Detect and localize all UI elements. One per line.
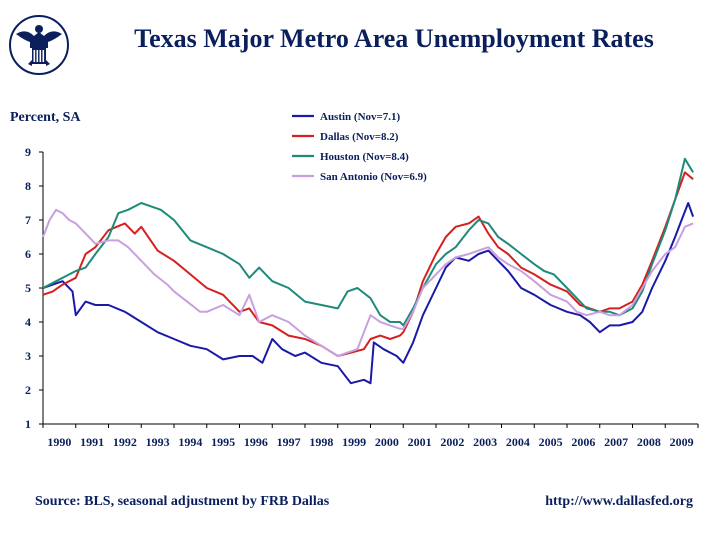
x-tick-label: 1992 (113, 435, 137, 449)
legend-label-1: Dallas (Nov=8.2) (320, 131, 399, 143)
y-tick-label: 5 (25, 281, 31, 295)
x-tick-label: 1996 (244, 435, 268, 449)
federal-reserve-eagle-seal-icon (9, 15, 69, 75)
x-tick-label: 1991 (80, 435, 104, 449)
source-url[interactable]: http://www.dallasfed.org (545, 494, 693, 509)
x-tick-label: 2009 (670, 435, 694, 449)
x-tick-label: 1997 (277, 435, 301, 449)
legend-label-3: San Antonio (Nov=6.9) (320, 171, 427, 183)
x-tick-label: 1993 (146, 435, 170, 449)
x-tick-label: 1999 (342, 435, 366, 449)
x-tick-label: 2003 (473, 435, 497, 449)
y-tick-label: 9 (25, 145, 31, 159)
x-tick-label: 1998 (309, 435, 333, 449)
y-axis-label: Percent, SA (10, 110, 81, 125)
x-tick-label: 1995 (211, 435, 235, 449)
y-tick-label: 6 (25, 247, 31, 261)
x-tick-label: 1994 (178, 435, 202, 449)
series-line-0 (42, 202, 695, 385)
x-tick-label: 1990 (47, 435, 71, 449)
x-tick-label: 2000 (375, 435, 399, 449)
source-note: Source: BLS, seasonal adjustment by FRB … (35, 494, 330, 509)
y-tick-label: 2 (25, 383, 31, 397)
y-tick-label: 7 (25, 213, 31, 227)
chart-title: Texas Major Metro Area Unemployment Rate… (134, 24, 654, 53)
series-line-2 (42, 157, 694, 327)
x-tick-label: 2008 (637, 435, 661, 449)
legend-label-2: Houston (Nov=8.4) (320, 151, 409, 163)
series-line-3 (42, 208, 694, 357)
legend-label-0: Austin (Nov=7.1) (320, 111, 401, 123)
x-tick-label: 2001 (408, 435, 432, 449)
x-tick-label: 2007 (604, 435, 628, 449)
y-tick-label: 8 (25, 179, 31, 193)
x-tick-label: 2004 (506, 435, 530, 449)
x-tick-label: 2002 (440, 435, 464, 449)
x-tick-label: 2005 (539, 435, 563, 449)
y-tick-label: 4 (25, 315, 31, 329)
y-tick-label: 3 (25, 349, 31, 363)
x-tick-label: 2006 (571, 435, 595, 449)
y-tick-label: 1 (25, 417, 31, 431)
